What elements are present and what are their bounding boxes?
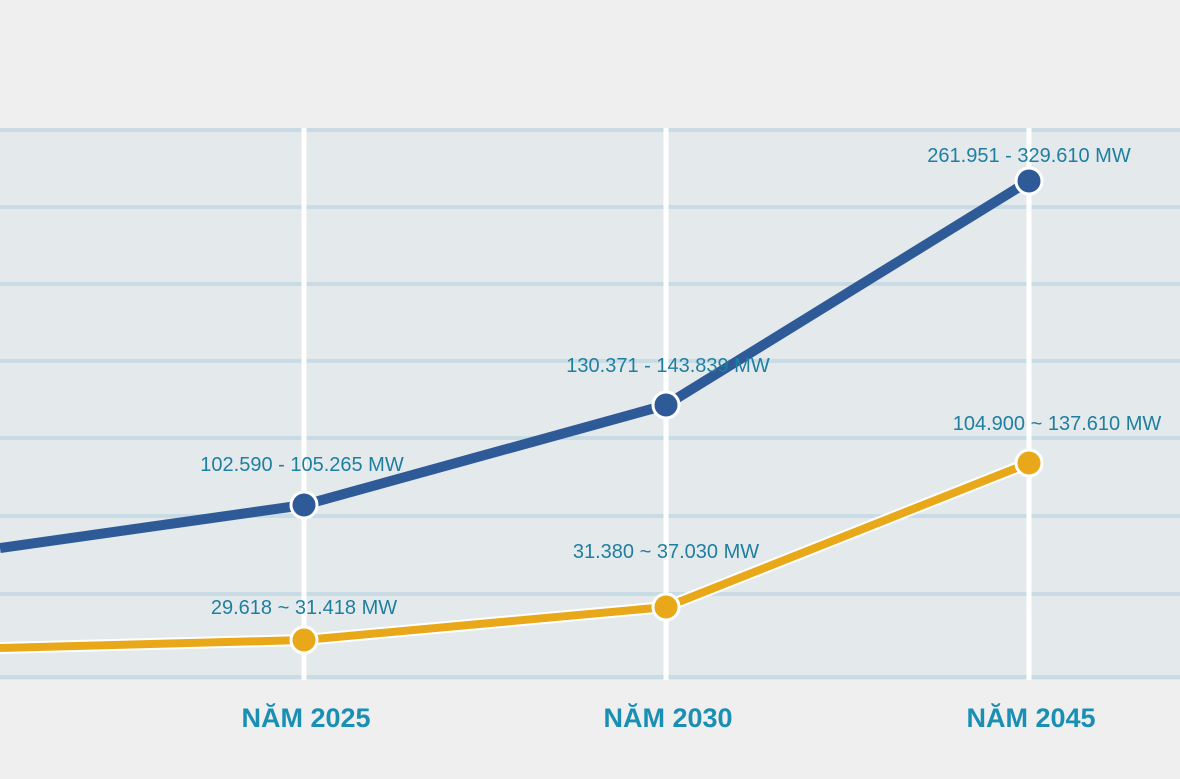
data-label: 130.371 - 143.839 MW [566, 355, 770, 377]
data-point [289, 625, 319, 655]
x-tick-label: NĂM 2045 [966, 702, 1095, 733]
x-axis-ticks: NĂM 2025 NĂM 2030 NĂM 2045 [241, 702, 1095, 733]
data-label: 102.590 - 105.265 MW [200, 454, 404, 476]
x-tick-label: NĂM 2025 [241, 702, 370, 733]
series-layer: 102.590 - 105.265 MW 130.371 - 143.839 MW… [0, 145, 1162, 655]
data-label: 104.900 ~ 137.610 MW [953, 413, 1162, 435]
plot-area [0, 128, 1180, 680]
series-2: 29.618 ~ 31.418 MW 31.380 ~ 37.030 MW 104.… [0, 413, 1162, 655]
data-label: 29.618 ~ 31.418 MW [211, 597, 397, 619]
series-line [0, 176, 1032, 553]
series-line [0, 459, 1031, 652]
x-tick-label: NĂM 2030 [603, 702, 732, 733]
data-point [1014, 448, 1044, 478]
data-point [289, 490, 319, 520]
data-point [1014, 166, 1044, 196]
data-point [651, 390, 681, 420]
data-point [651, 592, 681, 622]
series-1: 102.590 - 105.265 MW 130.371 - 143.839 MW… [0, 145, 1131, 553]
data-label: 31.380 ~ 37.030 MW [573, 541, 759, 563]
data-label: 261.951 - 329.610 MW [927, 145, 1131, 167]
